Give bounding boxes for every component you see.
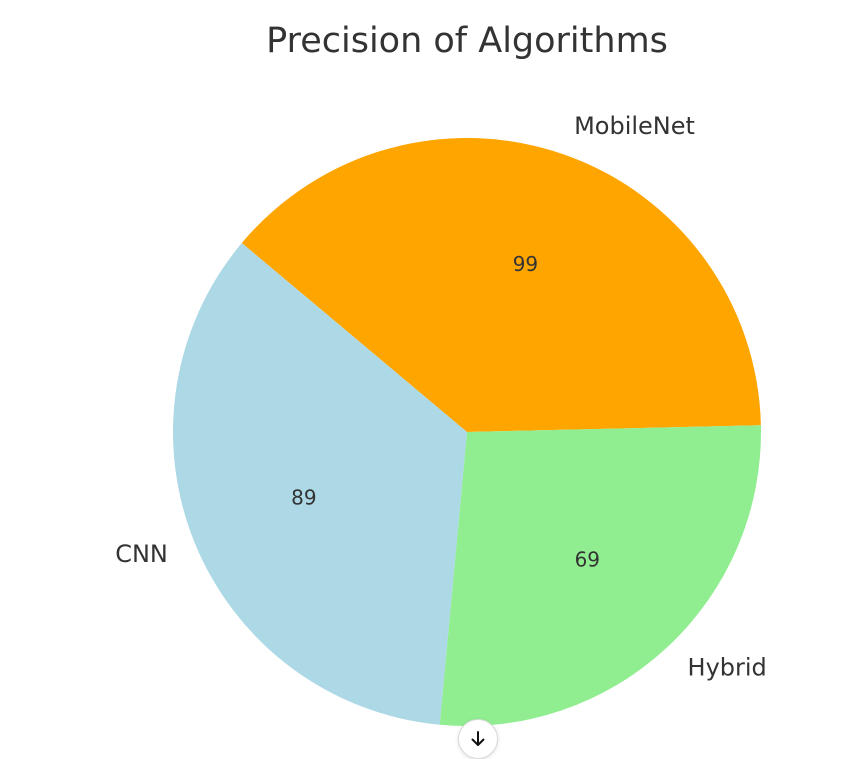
arrow-down-icon xyxy=(471,731,485,746)
pie-value-label-hybrid: 69 xyxy=(575,548,600,572)
pie-category-label-hybrid: Hybrid xyxy=(688,654,767,682)
pie-slices xyxy=(173,137,761,726)
pie-slice-cnn xyxy=(173,243,467,725)
pie-slice-hybrid xyxy=(439,425,761,726)
pie-value-label-mobilenet: 99 xyxy=(513,252,538,276)
pie-category-label-cnn: CNN xyxy=(115,540,168,568)
pie-value-label-cnn: 89 xyxy=(291,486,316,510)
pie-labels: 99 MobileNet 69 Hybrid 89 CNN xyxy=(115,112,767,682)
pie-category-label-mobilenet: MobileNet xyxy=(574,112,695,140)
chart-title: Precision of Algorithms xyxy=(266,21,668,61)
scroll-down-button[interactable] xyxy=(458,719,498,759)
pie-slice-mobilenet xyxy=(241,137,761,432)
